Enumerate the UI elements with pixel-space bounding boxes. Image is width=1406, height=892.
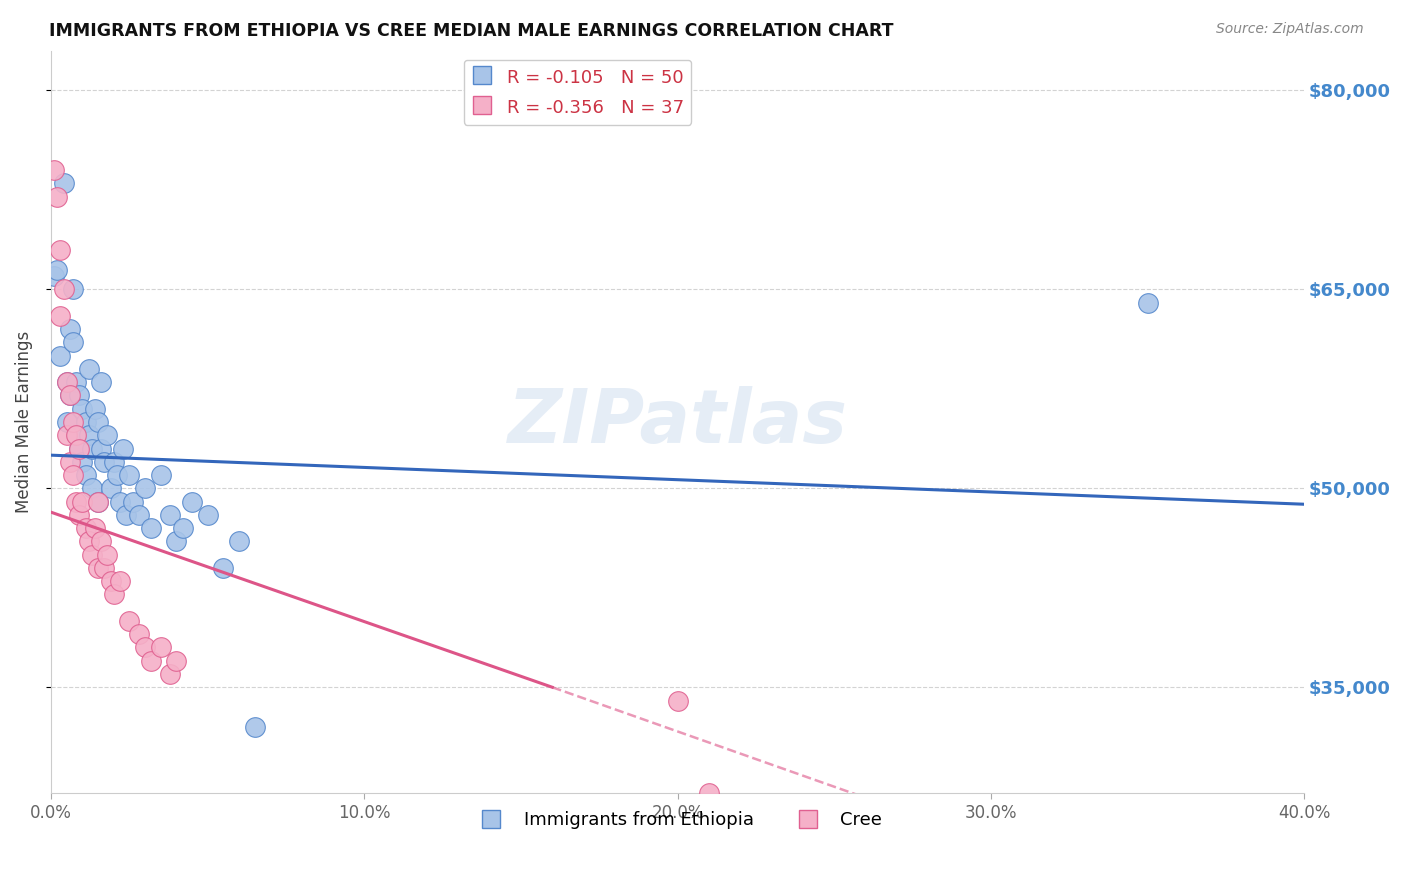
Point — [100, 481, 122, 495]
Point — [90, 534, 112, 549]
Point — [49, 243, 72, 257]
Point — [62, 468, 84, 483]
Point — [67, 442, 90, 456]
Point — [134, 640, 156, 655]
Point — [121, 494, 143, 508]
Point — [75, 415, 97, 429]
Point — [87, 561, 110, 575]
Point — [105, 468, 128, 483]
Point — [59, 455, 82, 469]
Point — [181, 494, 204, 508]
Point — [149, 640, 172, 655]
Point — [159, 667, 181, 681]
Point — [52, 176, 75, 190]
Point — [72, 494, 94, 508]
Point — [1136, 295, 1159, 310]
Point — [72, 401, 94, 416]
Point — [65, 376, 87, 390]
Text: ZIPatlas: ZIPatlas — [508, 385, 848, 458]
Point — [96, 428, 118, 442]
Point — [87, 415, 110, 429]
Point — [55, 428, 77, 442]
Point — [59, 388, 82, 402]
Point — [62, 335, 84, 350]
Point — [128, 508, 150, 522]
Point — [118, 614, 141, 628]
Point — [172, 521, 194, 535]
Point — [103, 587, 125, 601]
Legend: Immigrants from Ethiopia, Cree: Immigrants from Ethiopia, Cree — [465, 804, 890, 837]
Point — [72, 455, 94, 469]
Point — [134, 481, 156, 495]
Point — [80, 442, 103, 456]
Point — [55, 376, 77, 390]
Point — [77, 362, 100, 376]
Point — [44, 269, 66, 284]
Point — [243, 720, 266, 734]
Point — [165, 654, 187, 668]
Point — [87, 494, 110, 508]
Point — [80, 481, 103, 495]
Point — [697, 786, 720, 800]
Point — [55, 415, 77, 429]
Point — [212, 561, 235, 575]
Point — [59, 388, 82, 402]
Point — [141, 654, 163, 668]
Point — [75, 521, 97, 535]
Point — [128, 627, 150, 641]
Text: Source: ZipAtlas.com: Source: ZipAtlas.com — [1216, 22, 1364, 37]
Point — [90, 376, 112, 390]
Point — [666, 693, 689, 707]
Point — [46, 262, 69, 277]
Point — [118, 468, 141, 483]
Point — [67, 442, 90, 456]
Point — [44, 163, 66, 178]
Y-axis label: Median Male Earnings: Median Male Earnings — [15, 331, 32, 513]
Point — [62, 415, 84, 429]
Point — [112, 442, 135, 456]
Point — [77, 428, 100, 442]
Point — [84, 521, 107, 535]
Point — [67, 508, 90, 522]
Point — [80, 548, 103, 562]
Point — [96, 548, 118, 562]
Point — [49, 349, 72, 363]
Point — [108, 574, 131, 589]
Point — [77, 534, 100, 549]
Text: IMMIGRANTS FROM ETHIOPIA VS CREE MEDIAN MALE EARNINGS CORRELATION CHART: IMMIGRANTS FROM ETHIOPIA VS CREE MEDIAN … — [49, 22, 894, 40]
Point — [228, 534, 250, 549]
Point — [100, 574, 122, 589]
Point — [65, 428, 87, 442]
Point — [46, 189, 69, 203]
Point — [59, 322, 82, 336]
Point — [65, 428, 87, 442]
Point — [141, 521, 163, 535]
Point — [65, 494, 87, 508]
Point — [87, 494, 110, 508]
Point — [149, 468, 172, 483]
Point — [93, 455, 115, 469]
Point — [93, 561, 115, 575]
Point — [165, 534, 187, 549]
Point — [67, 388, 90, 402]
Point — [103, 455, 125, 469]
Point — [84, 401, 107, 416]
Point — [55, 376, 77, 390]
Point — [49, 309, 72, 323]
Point — [197, 508, 219, 522]
Point — [75, 468, 97, 483]
Point — [90, 442, 112, 456]
Point — [115, 508, 138, 522]
Point — [52, 282, 75, 296]
Point — [159, 508, 181, 522]
Point — [62, 282, 84, 296]
Point — [108, 494, 131, 508]
